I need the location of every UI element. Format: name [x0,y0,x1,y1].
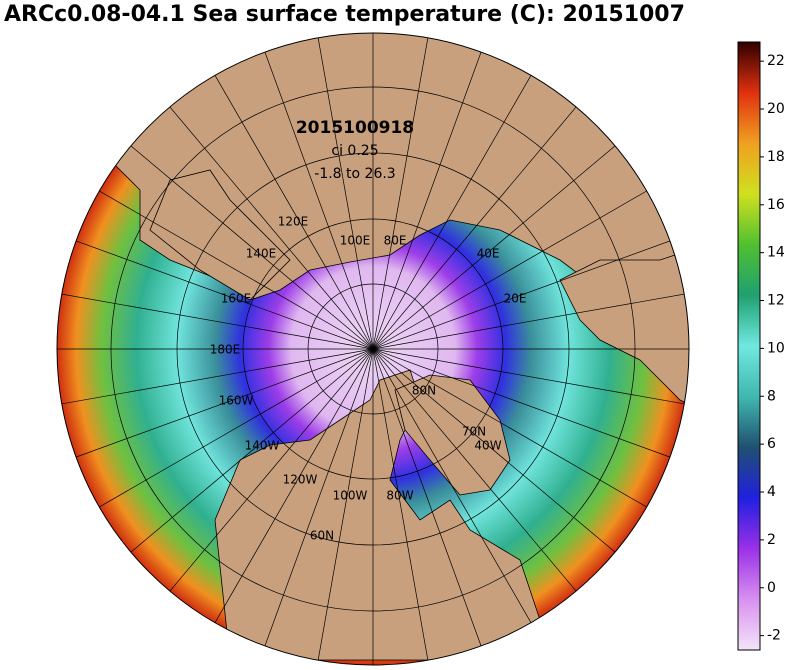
meridian [372,348,659,515]
colorbar-tick-label: -2 [767,628,781,644]
colorbar-tick-label: 8 [767,388,776,404]
colorbar-fill [737,41,761,651]
meridian [372,348,627,562]
colorbar-tick-label: 0 [767,580,776,596]
ci-label: ci 0.25 [331,143,378,159]
parallel [242,218,504,480]
graticule-label: 80W [386,489,413,503]
graticule [57,33,689,665]
graticule-label: 120E [278,215,309,229]
meridian [207,348,374,635]
title: ARCc0.08-04.1 Sea surface temperature (C… [4,2,685,27]
meridian [87,348,374,515]
colorbar-tick-label: 4 [767,484,776,500]
meridian [372,291,689,350]
graticule-label: 140W [245,439,280,453]
graticule-label: 160E [221,292,252,306]
graticule-label: 40W [474,439,501,453]
colorbar: -2 0 2 4 6 8 10 12 14 16 18 20 22 [737,41,785,651]
graticule-label: 100W [333,489,368,503]
meridian [57,291,374,350]
land-europe [559,239,689,421]
graticule-label: 140E [246,247,277,261]
parallel [307,283,439,415]
graticule-label: 80N [412,384,436,398]
graticule-label: 160W [219,394,254,408]
colorbar-tick-label: 18 [767,149,785,165]
meridian [315,33,374,350]
land-alaska [149,169,291,301]
range-label: -1.8 to 26.3 [314,166,395,182]
parallel [176,152,570,546]
colorbar-tick-label: 16 [767,197,785,213]
meridian [160,95,374,350]
meridian [372,38,487,350]
meridian [87,183,374,350]
map: 120E 140E 160E 180E 160W 140W 120W 100W 80W 100E 8… [57,33,689,665]
meridian [372,63,539,350]
meridian [119,136,374,350]
colorbar-tick-label: 2 [767,532,776,548]
meridian [62,348,374,463]
meridian [160,348,374,603]
land-greenland [394,374,511,496]
meridian [372,95,586,350]
graticule-label: 180E [210,343,241,357]
graticule-label: 20E [504,292,527,306]
meridian [372,136,627,350]
colorbar-tick-label: 10 [767,340,785,356]
meridian [207,63,374,350]
meridian [372,183,659,350]
meridian [57,348,374,407]
meridian [372,235,684,350]
meridian [259,38,374,350]
meridian [259,348,374,660]
colorbar-tick-label: 6 [767,436,776,452]
colorbar-tick-label: 12 [767,293,785,309]
meridian [62,235,374,350]
colorbar-tick-label: 14 [767,245,785,261]
graticule-label: 100E [340,234,371,248]
colorbar-tick-label: 22 [767,53,785,69]
colorbar-tick-label: 20 [767,101,785,117]
graticule-label: 70N [462,425,486,439]
meridian [372,348,539,635]
meridian [372,348,431,665]
parallel [110,86,636,612]
meridian [119,348,374,562]
map-border [56,32,690,666]
meridian [372,348,684,463]
graticule-label: 40E [477,247,500,261]
date-label: 2015100918 [296,118,414,138]
graticule-label: 60N [310,529,334,543]
meridian [372,348,487,660]
map-labels: 120E 140E 160E 180E 160W 140W 120W 100W 80W 100E 8… [210,215,527,543]
meridian [372,348,689,407]
meridian [315,348,374,665]
meridian [372,33,431,350]
meridian [372,348,586,603]
graticule-label: 120W [283,473,318,487]
graticule-label: 80E [384,234,407,248]
